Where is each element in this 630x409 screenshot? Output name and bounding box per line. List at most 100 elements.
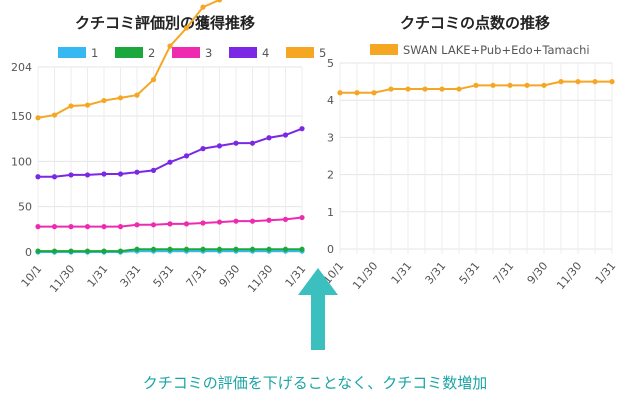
data-point [117, 248, 124, 254]
data-point [371, 90, 377, 96]
data-point [558, 79, 564, 85]
data-point [233, 140, 239, 146]
y-tick-label: 150 [11, 110, 32, 123]
data-point [439, 86, 445, 92]
data-point [282, 216, 289, 222]
data-point [167, 246, 173, 252]
data-point [101, 97, 107, 104]
x-tick-label: 7/31 [184, 262, 210, 289]
x-tick-label: 5/31 [457, 259, 483, 286]
data-point [134, 222, 140, 228]
data-point [35, 115, 41, 121]
data-point [575, 79, 581, 85]
data-point [299, 246, 305, 252]
data-point [134, 92, 140, 98]
data-point [200, 220, 206, 226]
y-tick-label: 0 [327, 243, 334, 256]
data-point [134, 246, 140, 252]
data-point [183, 246, 190, 252]
data-point [51, 224, 58, 230]
legend-label: 2 [148, 46, 155, 60]
data-point [167, 221, 173, 227]
data-point [68, 224, 74, 230]
data-point [84, 102, 91, 108]
caption: クチコミの評価を下げることなく、クチコミ数増加 [142, 374, 488, 392]
data-point [282, 246, 289, 252]
data-point [200, 246, 206, 252]
data-point [51, 248, 58, 254]
y-tick-label: 0 [25, 246, 32, 259]
y-tick-label: 4 [327, 94, 334, 107]
data-point [200, 4, 206, 10]
x-tick-label: 11/30 [245, 262, 275, 295]
data-point [299, 126, 305, 132]
y-tick-label: 100 [11, 155, 32, 168]
x-tick-label: 11/30 [350, 259, 380, 292]
y-axis-ticks: 0 50 100 150 204 [11, 61, 32, 259]
data-point [117, 95, 124, 101]
chart-title: クチコミの点数の推移 [400, 14, 550, 32]
data-point [233, 246, 239, 252]
data-point [422, 86, 428, 92]
y-tick-label: 2 [327, 169, 334, 182]
y-tick-label: 204 [11, 61, 32, 74]
data-point [101, 171, 107, 177]
data-point [337, 90, 343, 96]
data-point [150, 246, 157, 252]
data-point [68, 172, 74, 178]
plot-area [35, 0, 305, 255]
data-point [216, 0, 223, 3]
data-point [68, 248, 74, 254]
data-point [183, 221, 190, 227]
legend-label: 5 [319, 46, 326, 60]
x-tick-label: 11/30 [47, 262, 77, 295]
chart-title: クチコミ評価別の獲得推移 [75, 14, 255, 32]
data-point [84, 172, 91, 178]
x-tick-label: 3/31 [423, 259, 449, 286]
legend-label: 3 [205, 46, 212, 60]
x-tick-label: 1/31 [389, 259, 415, 286]
data-point [150, 167, 157, 173]
plot-area [337, 79, 615, 96]
legend: 1 2 3 4 5 [58, 46, 326, 60]
data-point [266, 135, 272, 141]
x-axis-ticks: 10/1 11/30 1/31 3/31 5/31 7/31 9/30 11/30 1/31 [19, 262, 309, 295]
data-point [592, 79, 598, 85]
data-point [299, 214, 305, 221]
y-tick-label: 3 [327, 131, 334, 144]
data-point [117, 224, 124, 230]
data-point [354, 90, 360, 96]
data-point [456, 86, 462, 92]
data-point [524, 82, 530, 88]
data-point [216, 219, 223, 225]
data-point [249, 140, 256, 146]
x-tick-label: 10/1 [19, 262, 45, 289]
y-tick-label: 50 [18, 201, 32, 214]
arrow-up-icon [298, 268, 338, 350]
data-point [35, 248, 41, 254]
data-point [249, 218, 256, 224]
x-tick-label: 11/30 [554, 259, 584, 292]
data-point [35, 224, 41, 230]
data-point [609, 79, 615, 85]
data-point [117, 171, 124, 177]
data-point [150, 77, 157, 83]
y-axis-ticks: 0 1 2 3 4 5 [327, 57, 334, 256]
legend-label: 1 [91, 46, 98, 60]
data-point [490, 82, 496, 88]
x-tick-label: 5/31 [151, 262, 177, 289]
x-axis-ticks: 10/1 11/30 1/31 3/31 5/31 7/31 9/30 11/30 1/31 [321, 259, 619, 292]
data-point [134, 169, 140, 175]
data-point [233, 218, 239, 224]
legend-swatch [286, 47, 314, 58]
data-point [101, 248, 107, 254]
data-point [101, 224, 107, 230]
data-point [84, 248, 91, 254]
data-point [167, 43, 173, 49]
data-point [216, 143, 223, 149]
data-point [167, 159, 173, 165]
data-point [84, 224, 91, 230]
data-point [282, 132, 289, 138]
